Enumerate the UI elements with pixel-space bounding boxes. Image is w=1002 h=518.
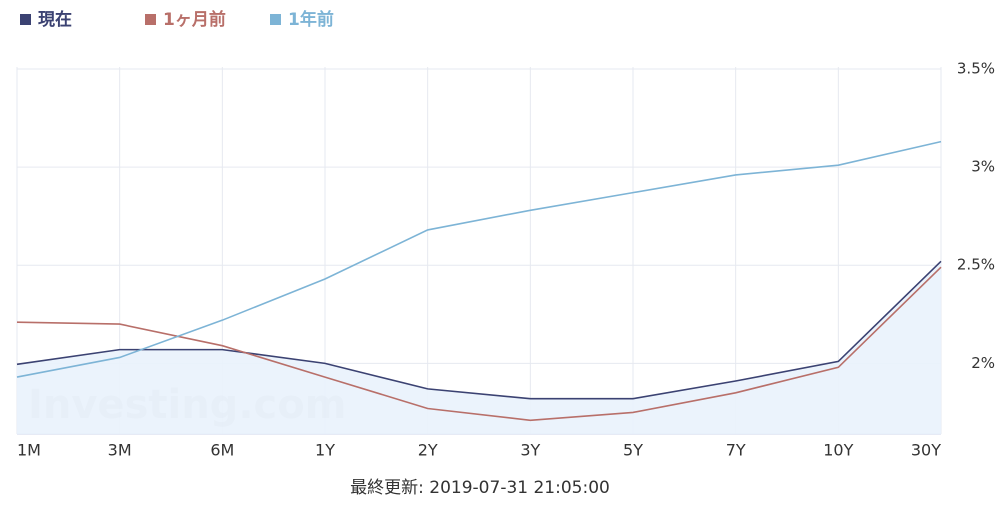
x-tick-label: 5Y [623, 441, 643, 460]
y-tick-label: 2.5% [957, 256, 995, 274]
x-tick-label: 3Y [520, 441, 540, 460]
x-tick-label: 10Y [823, 441, 853, 460]
x-tick-label: 1Y [315, 441, 335, 460]
line [16, 260, 942, 400]
line [16, 266, 942, 422]
area [17, 261, 941, 434]
y-tick-label: 3.5% [957, 60, 995, 78]
legend-swatch [145, 14, 156, 25]
footer: 最終更新: 2019-07-31 21:05:00 [350, 478, 610, 498]
x-tick-label: 6M [210, 441, 234, 460]
legend-label: 1ヶ月前 [163, 9, 226, 30]
x-tick-label: 7Y [726, 441, 746, 460]
y-tick-label: 2% [971, 354, 995, 372]
legend-label: 1年前 [288, 9, 334, 30]
x-tick-label: 2Y [418, 441, 438, 460]
x-tick-label: 30Y [911, 441, 941, 460]
x-tick-label: 1M [17, 441, 41, 460]
legend-label: 現在 [38, 9, 72, 30]
line [16, 140, 942, 378]
x-tick-label: 3M [108, 441, 132, 460]
legend-swatch [270, 14, 281, 25]
legend-swatch [20, 14, 31, 25]
y-tick-label: 3% [971, 158, 995, 176]
